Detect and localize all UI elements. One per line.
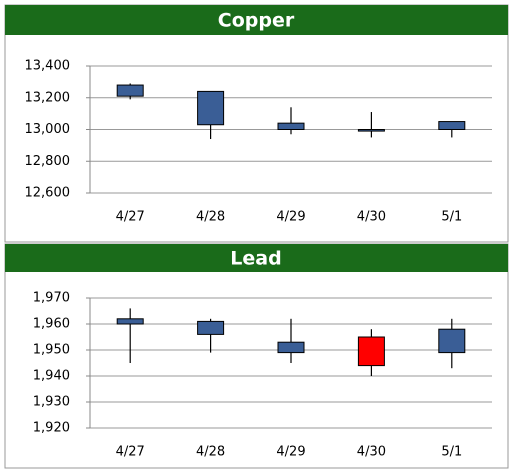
candle-body: [197, 320, 225, 335]
candle-body: [116, 318, 144, 325]
candle-body: [438, 121, 466, 130]
candle-body: [357, 129, 385, 132]
title-bar: [5, 5, 508, 35]
y-tick-label: 12,800: [25, 154, 71, 169]
x-tick-label: 4/27: [116, 445, 145, 460]
x-tick-label: 4/28: [196, 210, 225, 225]
y-tick-label: 12,600: [25, 186, 71, 201]
y-tick-label: 1,920: [33, 421, 70, 436]
candle-body: [357, 336, 385, 367]
panel: [4, 243, 509, 469]
candle-body: [277, 341, 305, 354]
title-bar: [5, 244, 508, 272]
x-tick-label: 5/1: [441, 210, 462, 225]
candle-body: [116, 84, 144, 97]
x-tick-label: 4/30: [357, 445, 386, 460]
x-tick-label: 5/1: [441, 445, 462, 460]
y-tick-label: 13,000: [25, 122, 71, 137]
x-tick-label: 4/29: [276, 445, 305, 460]
y-tick-label: 1,960: [33, 317, 70, 332]
x-tick-label: 4/28: [196, 445, 225, 460]
x-tick-label: 4/27: [116, 210, 145, 225]
chart-title: Lead: [230, 248, 281, 270]
candle-body: [438, 328, 466, 354]
y-tick-label: 1,940: [33, 369, 70, 384]
y-tick-label: 13,200: [25, 90, 71, 105]
x-tick-label: 4/30: [357, 210, 386, 225]
chart-title: Copper: [218, 10, 295, 32]
y-tick-label: 1,930: [33, 395, 70, 410]
y-tick-label: 13,400: [25, 59, 71, 74]
panel: [4, 4, 509, 243]
y-tick-label: 1,970: [33, 291, 70, 306]
x-tick-label: 4/29: [276, 210, 305, 225]
y-tick-label: 1,950: [33, 343, 70, 358]
candle-body: [197, 90, 225, 126]
candle-body: [277, 122, 305, 131]
